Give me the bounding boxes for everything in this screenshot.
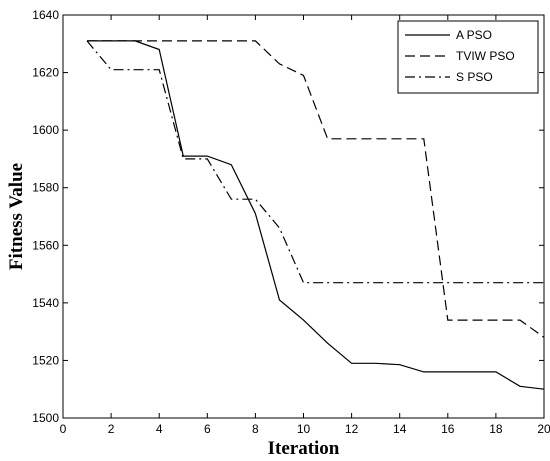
x-tick-label: 18 <box>489 422 503 436</box>
y-tick-label: 1640 <box>32 8 59 22</box>
legend-label-s-pso: S PSO <box>456 70 493 84</box>
y-axis-title: Fitness Value <box>6 163 27 270</box>
x-tick-label: 14 <box>393 422 407 436</box>
legend-box <box>397 20 539 94</box>
x-tick-label: 20 <box>537 422 550 436</box>
x-axis-title: Iteration <box>268 438 340 459</box>
legend-label-a-pso: A PSO <box>456 28 492 42</box>
x-tick-label: 6 <box>204 422 211 436</box>
axis-ticks: 0 2 4 6 8 10 12 14 16 18 20 1500 1520 1540 1560 1580 160… <box>32 8 550 436</box>
legend-label-tviw-pso: TVIW PSO <box>456 49 515 63</box>
x-tick-label: 8 <box>252 422 259 436</box>
y-tick-label: 1520 <box>32 353 59 367</box>
y-tick-label: 1540 <box>32 296 59 310</box>
x-tick-label: 2 <box>108 422 115 436</box>
series-line-a-pso <box>87 40 545 390</box>
y-tick-label: 1580 <box>32 181 59 195</box>
x-tick-label: 0 <box>60 422 67 436</box>
y-tick-label: 1560 <box>32 238 59 252</box>
legend: A PSO TVIW PSO S PSO <box>397 20 539 94</box>
series-line-s-pso <box>86 40 544 284</box>
x-tick-label: 10 <box>297 422 311 436</box>
x-tick-label: 4 <box>156 422 163 436</box>
series-line-tviw-pso <box>87 40 545 338</box>
x-tick-label: 16 <box>441 422 455 436</box>
series-lines <box>86 40 545 390</box>
x-tick-label: 12 <box>345 422 359 436</box>
y-tick-label: 1620 <box>32 66 59 80</box>
y-tick-label: 1600 <box>32 123 59 137</box>
y-tick-label: 1500 <box>32 411 59 425</box>
